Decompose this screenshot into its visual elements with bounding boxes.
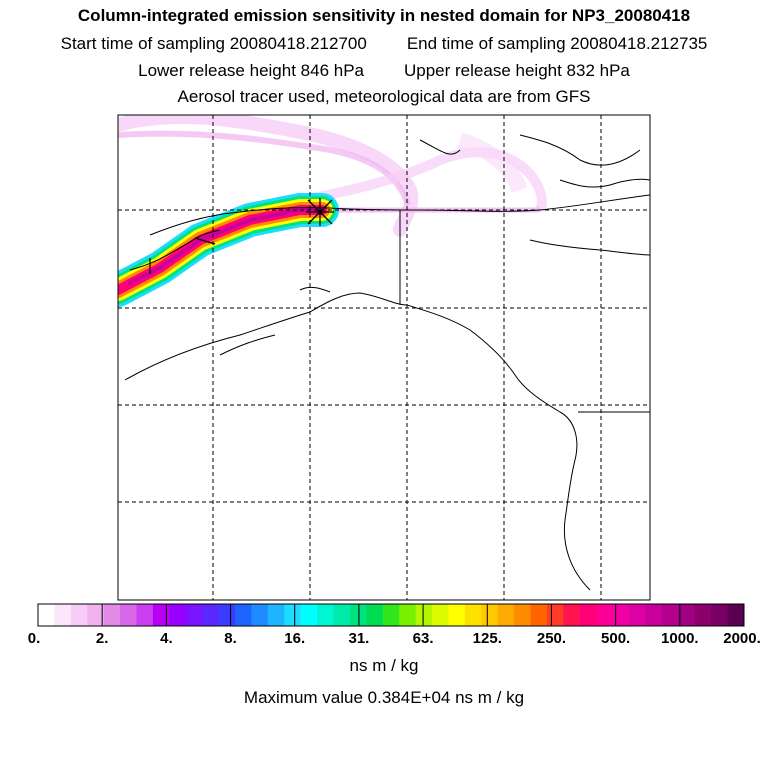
upper-release-label: Upper release height 832 hPa [404, 61, 630, 80]
color-scale-cell [563, 604, 581, 626]
color-scale-tick-label: 16. [284, 630, 306, 647]
color-scale-tick-label: 250. [536, 630, 567, 647]
color-scale-cell [530, 604, 548, 626]
color-scale-cell [399, 604, 417, 626]
color-scale-cell [694, 604, 712, 626]
color-scale-cell [202, 604, 220, 626]
color-scale-cell [448, 604, 466, 626]
color-scale-tick-label: 4. [160, 630, 173, 647]
color-scale-cell [497, 604, 515, 626]
units-label: ns m / kg [349, 656, 419, 675]
color-scale-cell [136, 604, 154, 626]
borders [399, 210, 650, 413]
color-scale-cell [54, 604, 72, 626]
color-scale-cell [366, 604, 384, 626]
color-scale-cell [152, 604, 170, 626]
color-scale-frame [37, 603, 745, 627]
color-scale-cell [645, 604, 663, 626]
sampling-times: Start time of sampling 20080418.212700 En… [0, 34, 768, 54]
color-scale-cell [235, 604, 252, 626]
color-scale-cell [70, 604, 88, 626]
color-scale-tick-label: 1000. [661, 630, 699, 647]
color-scale-cell [661, 604, 679, 626]
color-scale-tick-label: 125. [472, 630, 502, 647]
plume-faint-west [118, 115, 419, 237]
color-scale-tick-label: 2000. [723, 630, 761, 647]
color-scale-tick-label: 2. [95, 630, 109, 647]
color-scale-cell [415, 604, 433, 626]
color-scale-cell [678, 604, 696, 626]
color-scale-tick-label: 8. [224, 630, 237, 647]
color-scale-cell [382, 604, 400, 626]
release-heights: Lower release height 846 hPa Upper releas… [0, 61, 768, 81]
color-scale-tick-label: 500. [601, 630, 631, 647]
color-scale-cell [546, 604, 564, 626]
color-scale-cell [38, 604, 55, 626]
color-scale-tick-label: 63. [412, 630, 434, 647]
color-scale-cell [120, 604, 138, 626]
color-scale-cell [333, 604, 351, 626]
color-scale-cell [464, 604, 482, 626]
map-frame [117, 114, 651, 601]
color-scale-cell [169, 604, 187, 626]
color-scale-cell [284, 604, 302, 626]
color-scale-cell [87, 604, 105, 626]
color-scale-cell [218, 604, 236, 626]
coastlines [124, 134, 650, 591]
plot-title: Column-integrated emission sensitivity i… [77, 6, 691, 25]
color-scale-tick-label: 0. [27, 630, 41, 647]
color-scale-cell [300, 604, 318, 626]
color-scale-cell [596, 604, 614, 626]
plume-faint-east [299, 147, 547, 213]
end-time-label: End time of sampling 20080418.212735 [406, 34, 708, 53]
color-scale-tick-label: 31. [348, 630, 370, 647]
color-scale-cell [251, 604, 269, 626]
color-scale-cells [38, 604, 745, 626]
color-scale-cell [727, 604, 745, 626]
color-scale-cell [267, 604, 285, 626]
release-site-asterisk [306, 198, 334, 226]
plume-faint-north [457, 132, 528, 194]
color-scale-cell [514, 604, 532, 626]
lower-release-label: Lower release height 846 hPa [138, 61, 364, 80]
maximum-value: Maximum value 0.384E+04 ns m / kg [243, 688, 525, 707]
color-scale-cell [317, 604, 335, 626]
trajectory-markers [149, 237, 216, 274]
color-scale-dividers [101, 604, 681, 626]
color-scale-cell [103, 604, 121, 626]
color-scale-cell [579, 604, 597, 626]
color-scale-cell [711, 604, 729, 626]
tracer-info: Aerosol tracer used, meteorological data… [177, 87, 591, 106]
color-scale-cell [612, 604, 630, 626]
color-scale-cell [481, 604, 499, 626]
color-scale-cell [432, 604, 449, 626]
color-scale-cell [629, 604, 646, 626]
start-time-label: Start time of sampling 20080418.212700 [60, 34, 367, 53]
color-scale-cell [185, 604, 203, 626]
